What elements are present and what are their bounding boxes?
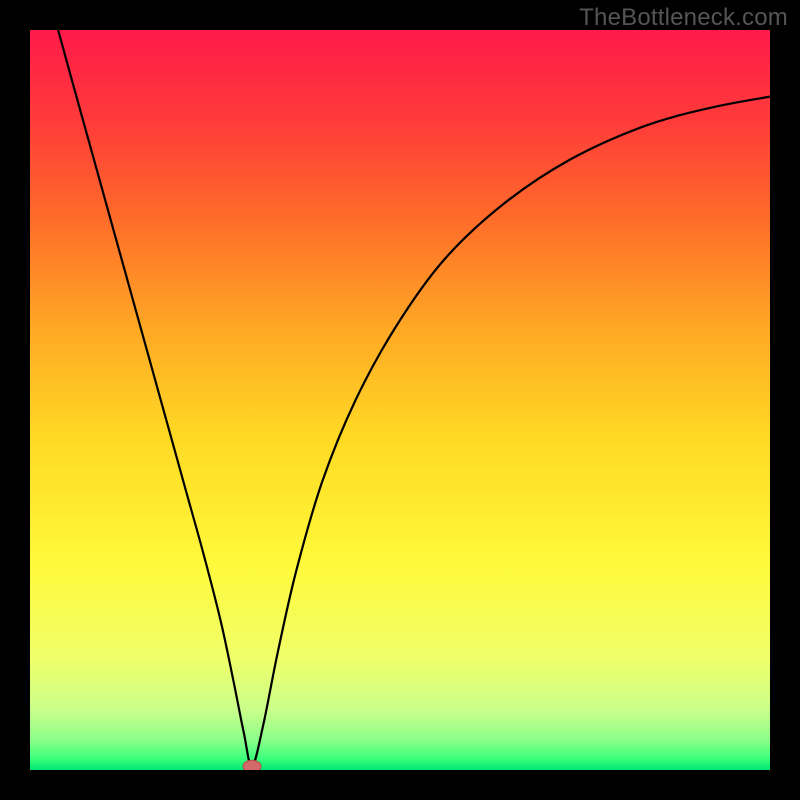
min-marker xyxy=(243,760,261,770)
watermark-text: TheBottleneck.com xyxy=(579,4,788,32)
gradient-bg xyxy=(30,30,770,770)
chart-frame: TheBottleneck.com xyxy=(0,0,800,800)
chart-svg xyxy=(30,30,770,770)
plot-area xyxy=(30,30,770,770)
